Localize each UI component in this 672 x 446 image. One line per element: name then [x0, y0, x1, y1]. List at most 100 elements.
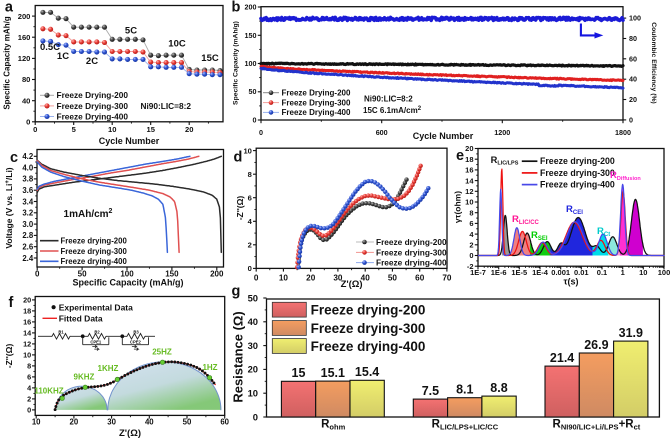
svg-text:30: 30: [248, 340, 258, 351]
svg-text:e: e: [456, 148, 464, 164]
svg-text:Z'(Ω): Z'(Ω): [341, 279, 363, 290]
svg-text:15C: 15C: [201, 53, 219, 64]
svg-text:10: 10: [23, 351, 31, 360]
svg-text:1KHZ: 1KHZ: [98, 364, 119, 373]
svg-text:70: 70: [442, 274, 452, 283]
svg-text:1: 1: [621, 268, 625, 277]
svg-text:5: 5: [72, 125, 77, 134]
svg-text:160: 160: [18, 33, 31, 42]
svg-text:20: 20: [248, 364, 258, 375]
svg-text:1E-6: 1E-6: [491, 268, 507, 277]
svg-text:100: 100: [120, 269, 134, 278]
svg-text:1E-4: 1E-4: [532, 268, 549, 277]
svg-text:80: 80: [22, 75, 30, 84]
svg-text:3.4: 3.4: [22, 197, 34, 206]
svg-text:40: 40: [145, 418, 154, 427]
svg-text:Freeze drying-300: Freeze drying-300: [311, 321, 426, 336]
svg-text:CPE2: CPE2: [130, 339, 142, 344]
svg-text:200: 200: [210, 269, 224, 278]
svg-text:1800: 1800: [615, 128, 631, 137]
svg-text:1E-5: 1E-5: [511, 268, 527, 277]
svg-text:2.8: 2.8: [22, 231, 34, 240]
svg-text:0: 0: [35, 269, 40, 278]
svg-text:R1: R1: [58, 330, 64, 335]
svg-text:15.4: 15.4: [355, 365, 379, 379]
svg-text:Coulombic Efficiency (%): Coulombic Efficiency (%): [650, 22, 657, 104]
svg-text:7.5: 7.5: [422, 384, 439, 398]
svg-text:50: 50: [388, 274, 398, 283]
svg-text:Freeze drying-300: Freeze drying-300: [540, 168, 615, 178]
svg-text:16: 16: [23, 318, 31, 327]
svg-text:1200: 1200: [494, 128, 510, 137]
svg-text:-Z''(Ω): -Z''(Ω): [235, 196, 245, 221]
svg-text:14: 14: [23, 329, 32, 338]
svg-text:15: 15: [292, 366, 306, 380]
svg-text:Resistance (Ω): Resistance (Ω): [231, 311, 246, 402]
svg-text:14: 14: [465, 176, 474, 185]
svg-text:c: c: [10, 150, 18, 166]
svg-text:10: 10: [279, 274, 289, 283]
svg-text:40: 40: [248, 316, 258, 327]
svg-text:40: 40: [629, 75, 637, 84]
svg-text:Ni90:LIC=8:2: Ni90:LIC=8:2: [364, 95, 413, 104]
svg-text:5C: 5C: [125, 26, 137, 37]
svg-text:60: 60: [629, 54, 637, 63]
svg-text:30: 30: [333, 274, 343, 283]
svg-text:12: 12: [23, 340, 31, 349]
svg-text:100: 100: [658, 268, 671, 277]
svg-text:CPE1: CPE1: [90, 339, 102, 344]
svg-text:18: 18: [465, 155, 473, 164]
svg-text:0: 0: [254, 274, 259, 283]
svg-text:0.5C: 0.5C: [40, 42, 60, 53]
svg-text:10: 10: [639, 268, 647, 277]
svg-text:50: 50: [249, 87, 257, 96]
svg-text:2C: 2C: [86, 56, 98, 67]
svg-text:4.2: 4.2: [22, 152, 34, 161]
svg-text:Freeze drying-400: Freeze drying-400: [61, 257, 128, 266]
svg-text:4: 4: [469, 230, 474, 239]
svg-text:0: 0: [469, 251, 473, 260]
svg-text:Freeze drying-300: Freeze drying-300: [376, 247, 447, 257]
svg-text:0: 0: [629, 115, 633, 124]
svg-text:20: 20: [465, 144, 473, 153]
svg-text:3.0: 3.0: [22, 220, 34, 229]
svg-text:Freeze Drying-200: Freeze Drying-200: [57, 90, 129, 100]
svg-text:4.0: 4.0: [22, 163, 34, 172]
svg-text:2: 2: [248, 241, 252, 250]
svg-text:1E-7: 1E-7: [470, 268, 486, 277]
svg-text:Fitted Data: Fitted Data: [59, 313, 103, 323]
svg-text:20: 20: [70, 418, 79, 427]
svg-text:8.1: 8.1: [456, 383, 473, 397]
svg-text:Freeze Drying-300: Freeze Drying-300: [57, 101, 129, 111]
svg-text:8: 8: [469, 208, 473, 217]
svg-text:4: 4: [27, 384, 32, 393]
svg-text:0: 0: [259, 128, 263, 137]
svg-text:100: 100: [245, 59, 257, 68]
svg-text:g: g: [232, 284, 241, 300]
svg-text:6: 6: [248, 193, 252, 202]
svg-text:Specific Capacity (mAh/g): Specific Capacity (mAh/g): [233, 21, 240, 105]
svg-text:15C 6.1mA/cm2: 15C 6.1mA/cm2: [363, 106, 422, 115]
svg-text:b: b: [232, 0, 241, 15]
svg-text:3.8: 3.8: [22, 175, 34, 184]
svg-text:25HZ: 25HZ: [152, 348, 172, 357]
svg-text:10C: 10C: [168, 39, 186, 50]
svg-text:Freeze drying-300: Freeze drying-300: [61, 247, 128, 256]
svg-text:3.2: 3.2: [22, 209, 34, 218]
svg-text:f: f: [9, 295, 14, 311]
svg-text:Freeze drying-200: Freeze drying-200: [311, 303, 426, 318]
svg-text:0.01: 0.01: [574, 268, 589, 277]
svg-text:6: 6: [27, 373, 31, 382]
svg-text:20: 20: [629, 95, 637, 104]
svg-text:2.4: 2.4: [22, 254, 34, 263]
svg-text:30: 30: [107, 418, 116, 427]
svg-text:R3: R3: [133, 330, 139, 335]
svg-text:Freeze drying-400: Freeze drying-400: [376, 258, 447, 268]
svg-text:40: 40: [361, 274, 371, 283]
svg-text:10: 10: [248, 388, 258, 399]
svg-text:Cycle Number: Cycle Number: [413, 131, 474, 141]
svg-text:Freeze Drying-200: Freeze Drying-200: [282, 89, 351, 98]
svg-text:0: 0: [27, 406, 31, 415]
svg-text:8: 8: [27, 362, 31, 371]
svg-text:21.4: 21.4: [550, 351, 574, 365]
